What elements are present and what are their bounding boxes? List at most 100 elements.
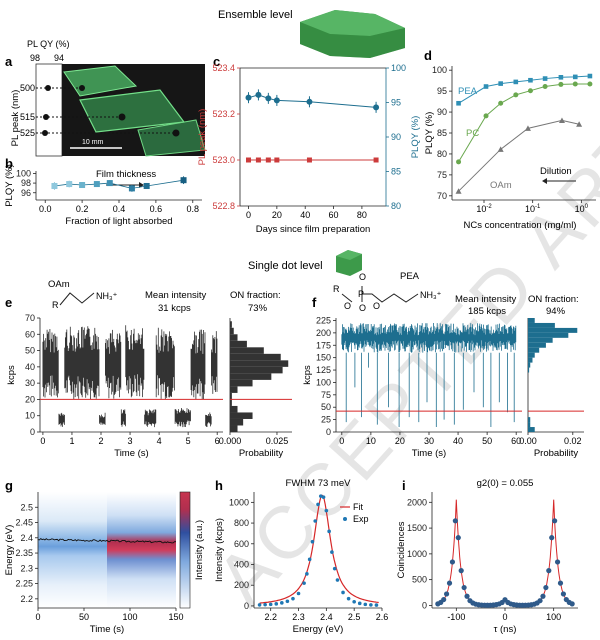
- panel-c-left-ytick-label: 522.8: [212, 201, 235, 211]
- panel-e-hist-bar: [230, 405, 238, 413]
- panel-h-ytick-label: 400: [234, 560, 249, 570]
- panel-e-hist-bar: [230, 321, 232, 328]
- panel-e-hist-xlabel: Probability: [239, 448, 284, 459]
- panel-i-point: [461, 584, 467, 591]
- panel-a-ytick-515: 515: [20, 112, 35, 122]
- panel-a-ytick-500: 500: [20, 83, 35, 93]
- panel-d-point: [513, 79, 519, 85]
- panel-d-xtick-label: 10-2: [476, 204, 492, 214]
- panel-g-colorbar-label: Intensity (a.u.): [194, 520, 205, 580]
- panel-e-xtick-label: 1: [69, 436, 74, 446]
- panel-a-film-dot-1: [79, 85, 85, 91]
- panel-i-point: [549, 535, 555, 541]
- panel-d-legend-pc: PC: [466, 128, 479, 139]
- panel-c-point: [274, 157, 280, 163]
- panel-i-fit-line: [436, 499, 574, 606]
- panel-i-xtick-label: 100: [546, 612, 561, 622]
- panel-h-exp-point: [357, 601, 362, 606]
- panel-h-exp-point: [310, 539, 315, 544]
- panel-i-point: [552, 518, 558, 524]
- panel-e-mean-label: Mean intensity: [145, 290, 207, 301]
- panel-h-xtick-label: 2.2: [264, 612, 277, 622]
- panel-e-ligand-name: OAm: [48, 279, 70, 290]
- panel-i-point: [540, 593, 546, 599]
- panel-f-hist-bar: [528, 342, 546, 348]
- panel-f-on-label: ON fraction:: [528, 294, 579, 305]
- panel-b-point: [51, 182, 58, 189]
- panel-d-point: [513, 92, 519, 98]
- panel-d-ytick-label: 90: [437, 107, 447, 117]
- panel-g-heatmap-bright-region: [107, 492, 176, 608]
- panel-d-point: [558, 75, 564, 80]
- panel-c-point: [265, 157, 271, 163]
- panel-d-point: [527, 88, 533, 94]
- panel-g-peak-trace: [37, 538, 176, 544]
- panel-d-series-pea-line: [458, 75, 590, 104]
- panel-c-point: [273, 97, 280, 104]
- panel-i-xlabel: τ (ns): [494, 624, 517, 635]
- panel-a-marker-1: [45, 85, 51, 91]
- panel-h-exp-point: [296, 591, 301, 596]
- panel-b-series-line: [54, 179, 184, 189]
- panel-letter-d: d: [424, 48, 432, 63]
- panel-i-xtick-label: -100: [447, 612, 465, 622]
- panel-f-ytick-label: 200: [316, 328, 331, 338]
- panel-g-ytick-label: 2.45: [15, 518, 33, 528]
- panel-c-right-ytick-label: 90: [391, 132, 401, 142]
- panel-b-annotation: Film thickness: [96, 169, 156, 180]
- panel-d-point: [497, 146, 504, 152]
- panel-e-hist-bar: [230, 353, 281, 361]
- pea-r-label: R: [333, 284, 340, 294]
- panel-letter-c: c: [213, 54, 220, 69]
- panel-b-xtick-label: 0.2: [76, 204, 89, 214]
- panel-e-ytick-label: 0: [30, 427, 35, 437]
- panel-e-hist-bar: [230, 412, 253, 419]
- pea-oxygen-left: O: [344, 301, 351, 311]
- panel-h-exp-point: [257, 603, 262, 607]
- panel-i-ylabel: Coincidences: [396, 521, 407, 578]
- panel-d-point: [483, 84, 489, 89]
- panel-h-exp-point: [341, 590, 345, 595]
- panel-f-hist-bar: [528, 362, 531, 368]
- panel-e-hist-bar: [230, 366, 283, 374]
- panel-f-xtick-label: 20: [395, 436, 405, 446]
- panel-f-ytick-label: 225: [316, 315, 331, 325]
- panel-b-point: [93, 181, 100, 188]
- panel-f-on-value: 94%: [546, 306, 566, 317]
- panel-h-exp-point: [324, 508, 329, 513]
- panel-a-axis-box: [35, 63, 63, 157]
- panel-f-ytick-label: 175: [316, 340, 331, 350]
- panel-b-ytick-label: 100: [16, 168, 31, 178]
- pea-oxygen-bottom: O: [359, 303, 366, 313]
- panel-d-point: [455, 188, 462, 194]
- panel-d-point: [558, 117, 565, 123]
- panel-e-trace: [42, 325, 218, 428]
- panel-b-point: [128, 185, 135, 192]
- panel-e-hist-bar: [230, 425, 238, 432]
- panel-e-hist-bar: [230, 340, 247, 348]
- panel-g-ytick-label: 2.25: [15, 579, 33, 589]
- panel-h-exp-point: [263, 602, 267, 607]
- panel-letter-g: g: [5, 478, 13, 493]
- panel-f-plot: 0 10 20 30 40 50 60 0 25 50 75 100 125 150 175 200 225 Ti…: [302, 315, 584, 459]
- panel-g-xlabel: Time (s): [90, 624, 124, 635]
- panel-e-hist-bar: [230, 327, 234, 335]
- panel-letter-a: a: [5, 54, 13, 69]
- panel-c-right-ytick-label: 80: [391, 201, 401, 211]
- panel-c-plot: 0 20 40 60 80 522.8 523.0 523.2 523.4 80 85 90 95 100…: [197, 63, 421, 235]
- panel-c-right-ytick-label: 95: [391, 98, 401, 108]
- panel-b-xlabel: Fraction of light absorbed: [65, 216, 172, 227]
- panel-h-exp-point: [280, 601, 284, 605]
- panel-b-xtick-label: 0.8: [187, 204, 200, 214]
- panel-e-ytick-label: 10: [25, 411, 35, 421]
- panel-letter-f: f: [312, 295, 317, 310]
- panel-h-xtick-label: 2.4: [320, 612, 333, 622]
- panel-c-point: [373, 157, 379, 163]
- panel-d-ylabel: PLQY (%): [424, 112, 435, 155]
- panel-f-ytick-label: 0: [326, 427, 331, 437]
- panel-c-right-ytick-label: 100: [391, 63, 406, 73]
- panel-f-hist-xtick-label: 0.00: [519, 436, 537, 446]
- panel-c-xtick-label: 60: [329, 210, 339, 220]
